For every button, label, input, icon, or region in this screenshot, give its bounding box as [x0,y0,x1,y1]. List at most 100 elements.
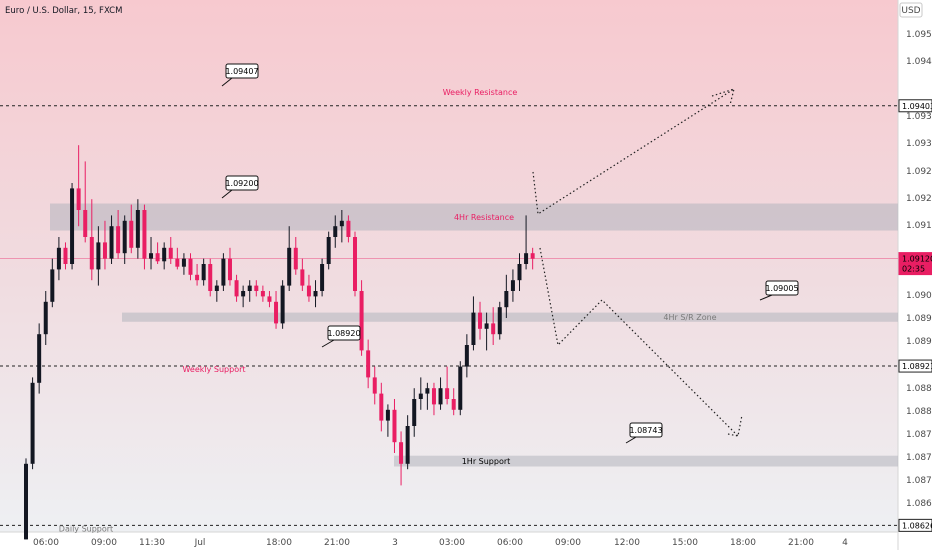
candle-body [208,264,213,291]
candle-body [346,220,351,237]
y-tick-label: 1.08860 [906,384,932,394]
y-tick-label: 1.08700 [906,476,932,486]
candle-body [142,210,147,259]
candle-body [149,253,154,259]
candle-body [162,247,167,262]
candle-body [379,393,384,421]
x-tick-label: 18:00 [730,538,756,548]
price-badge-label: 1.08626 [902,521,932,530]
candle-body [366,350,371,378]
currency-label: USD [901,6,920,16]
x-tick-label: 12:00 [614,538,640,548]
x-tick-label: 3 [392,538,398,548]
x-tick-label: 18:00 [266,538,292,548]
time-axis-background [0,532,898,550]
x-tick-label: 15:00 [672,538,698,548]
candle-body [300,269,305,286]
candle-body [425,388,430,394]
x-tick-label: 21:00 [324,538,350,548]
candle-body [83,210,88,237]
candle-body [320,264,325,291]
callout-pointer [759,294,773,301]
candle-body [214,285,219,291]
candle-body [478,312,483,329]
currency-button[interactable]: USD [899,2,923,18]
callout-box [225,175,259,191]
zone-label: 4Hr Resistance [454,213,514,222]
candle-body [155,253,160,262]
candle-body [464,345,469,367]
candle-body [399,442,404,464]
line-label: Weekly Support [182,365,245,374]
candle-body [50,269,55,302]
y-tick-label: 1.09200 [906,194,932,204]
zone-1hr-support [394,455,898,467]
candle-body [412,399,417,426]
candle-body [445,388,450,399]
candle-body [504,291,509,308]
x-tick-label: 09:00 [555,538,581,548]
candle-body [484,323,489,329]
x-tick-label: 4 [842,538,848,548]
x-tick-label: 06:00 [33,538,59,548]
line-label: Weekly Resistance [443,88,518,97]
candle-body [24,463,28,540]
time-axis[interactable]: 06:00 09:00 11:30 Jul 18:00 21:00 3 03:00 06:00 0… [33,538,848,548]
y-tick-label: 1.09020 [906,291,932,301]
candle-body [333,226,338,237]
bearish-arrowhead [727,414,743,437]
candle-body [241,291,246,297]
candle-body [438,388,443,405]
price-badge [898,518,932,532]
callout-label: 1.09005 [765,284,798,293]
y-tick-label: 1.09300 [906,139,932,149]
y-tick-label: 1.09250 [906,167,932,177]
y-tick-label: 1.09350 [906,112,932,122]
candle-body [524,253,529,264]
candle-body [497,307,502,335]
labels-layer: 4Hr Resistance 4Hr S/R Zone 1Hr Support Wee… [59,88,717,534]
zone-label: 4Hr S/R Zone [663,313,716,322]
y-tick-label: 1.08820 [906,407,932,417]
price-axis[interactable]: 1.09500 1.09400 1.09350 1.09300 1.09250 1.092… [898,30,932,532]
candle-body [405,426,410,464]
y-tick-label: 1.08780 [906,430,932,440]
price-badge-label: 1.08921 [902,362,932,371]
x-tick-label: 09:00 [91,538,117,548]
candle-body [195,274,200,281]
candles-layer [24,145,535,540]
candle-body [221,258,226,286]
y-tick-label: 1.08740 [906,453,932,463]
candle-body [188,258,193,275]
candle-body [234,280,239,297]
candle-body [372,377,377,394]
callout-label: 1.08920 [327,329,360,338]
candle-body [431,388,436,405]
candle-body [451,399,456,410]
y-tick-label: 1.09500 [906,30,932,40]
candle-body [458,366,463,410]
candle-body [135,210,140,248]
zone-4hr-resistance [50,203,898,231]
candle-body [385,409,390,421]
callout-pointer [321,339,335,348]
candle-body [109,226,114,259]
candle-body [313,291,318,297]
candle-body [227,258,232,281]
candle-body [306,285,311,297]
candle-body [30,382,35,464]
callout-pointer [221,189,233,199]
y-tick-label: 1.08980 [906,314,932,324]
bullish-path [532,88,735,216]
candle-body [326,237,331,264]
x-tick-label: 21:00 [788,538,814,548]
y-tick-label: 1.09150 [906,221,932,231]
price-badge-label: 1.09403 [902,102,932,111]
candle-body [471,312,476,345]
candle-body [293,247,298,270]
bearish-path [539,247,739,437]
candle-body [418,393,423,399]
chart-title: Euro / U.S. Dollar, 15, FXCM [5,6,122,16]
candle-body [96,242,101,270]
